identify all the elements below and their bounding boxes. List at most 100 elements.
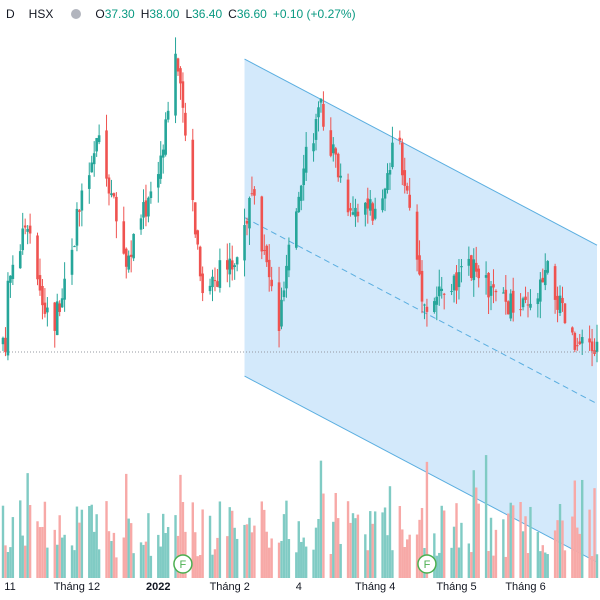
- channel-upper-line: [244, 58, 598, 246]
- candle-body: [184, 112, 187, 136]
- candle-body: [115, 196, 118, 222]
- candle-body: [571, 327, 574, 333]
- volume-bar: [329, 553, 333, 578]
- candle-body: [280, 299, 283, 327]
- candle-body: [546, 261, 550, 273]
- candle-body: [368, 199, 372, 211]
- volume-bar: [260, 501, 263, 578]
- volume-bar: [231, 510, 234, 578]
- candle-body: [561, 297, 564, 304]
- candle-body: [388, 170, 392, 175]
- candle-body: [63, 278, 66, 300]
- candle-body: [107, 177, 111, 194]
- volume-bar: [536, 531, 540, 578]
- event-marker[interactable]: F: [417, 554, 437, 574]
- volume-bar: [425, 461, 429, 578]
- volume-bar: [418, 519, 421, 578]
- volume-bar: [539, 551, 542, 578]
- candle-body: [6, 280, 10, 356]
- volume-bar: [438, 552, 441, 578]
- candle-body: [314, 119, 318, 140]
- candle-body: [563, 303, 567, 324]
- candle-body: [506, 301, 510, 315]
- x-tick-label: Tháng 4: [355, 581, 395, 593]
- candle-body: [511, 290, 515, 313]
- candle-body: [588, 338, 591, 343]
- regression-channel[interactable]: [244, 58, 598, 563]
- event-marker-label: F: [424, 559, 431, 571]
- volume-bar: [139, 542, 143, 578]
- candle-body: [201, 273, 204, 294]
- volume-bar: [263, 509, 266, 578]
- volume-bar: [6, 552, 10, 578]
- volume-bar: [179, 474, 182, 578]
- candle-body: [450, 290, 453, 292]
- close-label: C: [228, 7, 237, 21]
- candle-body: [213, 280, 217, 282]
- volume-bar: [267, 547, 271, 578]
- volume-bar: [502, 519, 505, 578]
- volume-bar: [511, 505, 515, 578]
- candle-body: [524, 296, 527, 300]
- candle-body: [1, 337, 5, 345]
- candle-body: [558, 295, 562, 314]
- candle-body: [36, 235, 39, 280]
- volume-bar: [1, 505, 5, 578]
- candle-body: [580, 337, 584, 344]
- volume-bar: [381, 512, 384, 578]
- candle-body: [460, 266, 463, 268]
- candle-body: [299, 185, 303, 201]
- candle-body: [519, 309, 522, 311]
- candle-body: [539, 279, 542, 302]
- event-marker[interactable]: F: [173, 554, 193, 574]
- volume-bar: [442, 510, 446, 578]
- volume-bar: [519, 501, 522, 578]
- candle-body: [262, 249, 266, 251]
- candle-body: [208, 285, 212, 292]
- high-label: H: [140, 7, 150, 21]
- x-tick-label: Tháng 6: [505, 581, 545, 593]
- candle-body: [181, 81, 185, 108]
- candle-body: [129, 254, 133, 257]
- candle-body: [277, 282, 281, 331]
- candle-body: [230, 260, 234, 270]
- candle-body: [260, 196, 264, 252]
- candle-body: [415, 211, 419, 260]
- candle-body: [233, 265, 236, 268]
- x-tick-label: 2022: [146, 581, 170, 593]
- candle-body: [455, 272, 458, 291]
- volume-bar: [524, 516, 527, 578]
- candle-body: [166, 110, 170, 120]
- candle-body: [366, 198, 370, 209]
- volume-bar: [235, 538, 239, 578]
- volume-bar: [4, 545, 7, 578]
- candle-body: [509, 293, 513, 319]
- volume-bar: [243, 524, 246, 578]
- volume-bar: [218, 501, 222, 578]
- volume-bar: [312, 549, 315, 578]
- volume-bar: [563, 550, 567, 578]
- volume-bar: [181, 502, 185, 578]
- candle-body: [70, 249, 74, 275]
- volume-bar: [440, 505, 443, 578]
- candle-body: [95, 137, 98, 152]
- volume-bar: [467, 543, 471, 578]
- candle-body: [573, 332, 577, 350]
- volume-bar: [213, 549, 217, 578]
- x-tick-label: Tháng 2: [210, 581, 250, 593]
- volume-bar: [403, 546, 406, 578]
- open-value: 37.30: [104, 7, 135, 21]
- interval-label[interactable]: D: [6, 7, 15, 21]
- candle-body: [423, 304, 426, 306]
- volume-bar: [529, 506, 532, 578]
- volume-bars: [1, 455, 599, 578]
- candle-body: [420, 270, 424, 302]
- candle-body: [245, 220, 249, 224]
- open-label: O: [95, 7, 105, 21]
- volume-bar: [75, 506, 79, 578]
- volume-bar: [450, 547, 453, 578]
- volume-bar: [349, 522, 352, 578]
- candle-body: [403, 170, 407, 186]
- candle-body: [267, 259, 271, 278]
